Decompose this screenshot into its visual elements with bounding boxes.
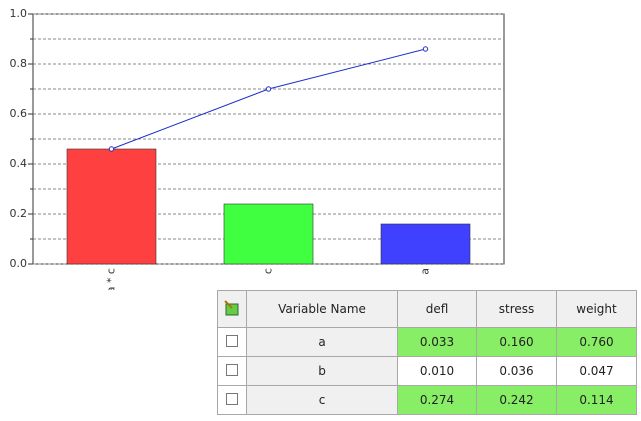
value-cell: 0.033 (397, 327, 477, 357)
y-tick-label: 1.0 (10, 7, 28, 20)
line-point (265, 86, 272, 92)
bar (223, 203, 314, 265)
line-point (108, 146, 115, 152)
variable-table: Variable Name defl stress weight a 0.033 0.16… (217, 290, 637, 415)
variable-name: c (246, 385, 398, 415)
checkbox[interactable] (226, 392, 238, 405)
y-tick-label: 0.2 (10, 207, 28, 220)
checkbox[interactable] (226, 334, 238, 347)
column-header: weight (556, 290, 637, 328)
value-cell: 0.160 (476, 327, 557, 357)
value-cell: 0.242 (476, 385, 557, 415)
y-tick-label: 0.0 (10, 257, 28, 270)
line-point (422, 46, 429, 52)
checkbox-cell (217, 385, 247, 415)
table-row: a 0.033 0.160 0.760 (217, 327, 637, 357)
variable-name: b (246, 356, 398, 386)
checkbox-cell (217, 327, 247, 357)
value-cell: 0.036 (476, 356, 557, 386)
checkbox-cell (217, 356, 247, 386)
value-cell: 0.274 (397, 385, 477, 415)
x-tick-label: a (419, 268, 432, 275)
column-header: defl (397, 290, 477, 328)
variable-name: a (246, 327, 398, 357)
table-row: b 0.010 0.036 0.047 (217, 356, 637, 386)
value-cell: 0.010 (397, 356, 477, 386)
bar (380, 223, 471, 265)
value-cell: 0.760 (556, 327, 637, 357)
x-tick-label: c (262, 268, 275, 274)
y-tick-label: 0.4 (10, 157, 28, 170)
y-tick-label: 0.8 (10, 57, 28, 70)
icon (224, 299, 239, 315)
table-row: c 0.274 0.242 0.114 (217, 385, 637, 415)
value-cell: 0.114 (556, 385, 637, 415)
header-row: Variable Name defl stress weight (217, 290, 637, 328)
bar (66, 148, 157, 265)
value-cell: 0.047 (556, 356, 637, 386)
y-tick-label: 0.6 (10, 107, 28, 120)
x-tick-label: a * c (105, 268, 118, 290)
chart: 0.0 0.2 0.4 0.6 0.8 1.0 a * c c a (10, 7, 505, 290)
column-header: stress (476, 290, 557, 328)
column-header: Variable Name (246, 290, 398, 328)
icon-header[interactable] (217, 290, 247, 328)
checkbox[interactable] (226, 363, 238, 376)
